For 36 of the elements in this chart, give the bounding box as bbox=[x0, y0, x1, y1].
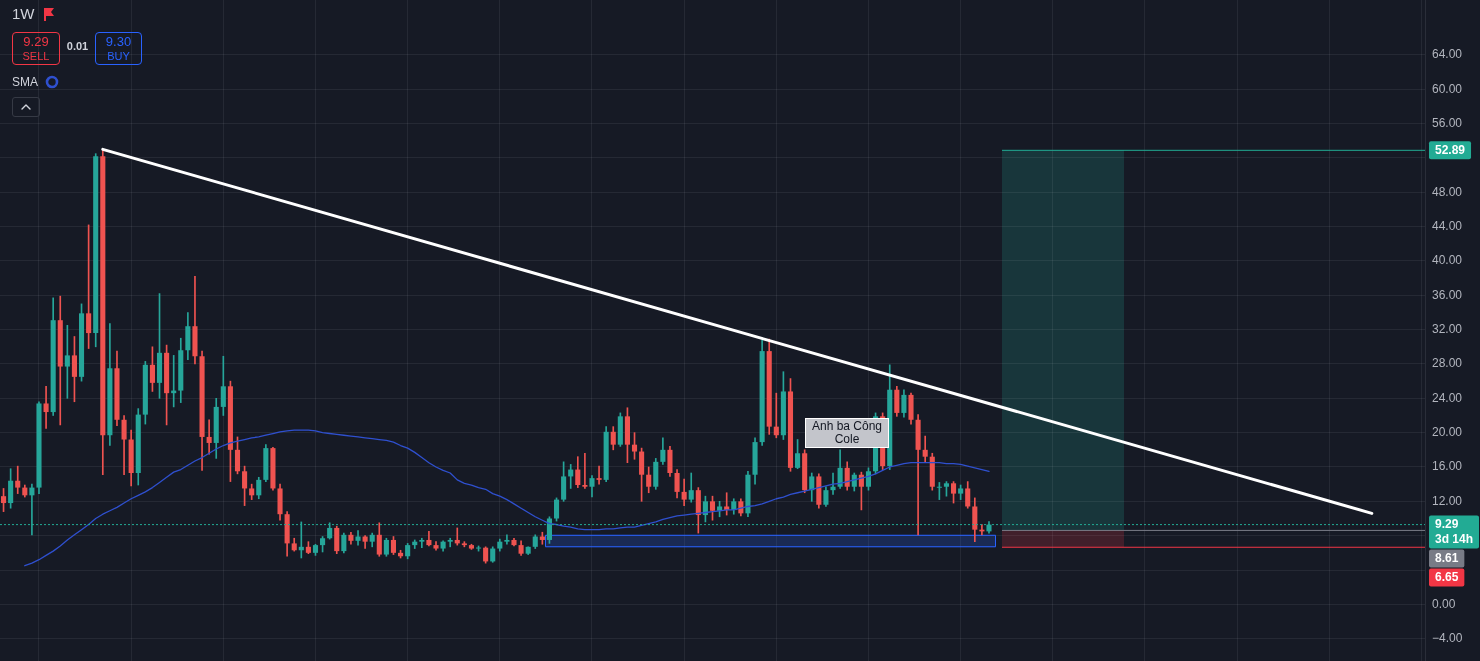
annotation: 0.01 bbox=[65, 40, 90, 52]
annotation: BUY bbox=[106, 49, 131, 63]
candlestick bbox=[596, 465, 602, 485]
candlestick bbox=[419, 537, 425, 549]
annotation: 9.30 bbox=[104, 34, 133, 49]
y-tick-label: 24.00 bbox=[1432, 390, 1463, 405]
legend-label: SMA bbox=[12, 75, 39, 89]
ref-line-label: 9.29 3d 14h bbox=[1435, 516, 1474, 546]
candlestick bbox=[773, 392, 779, 439]
candlestick bbox=[830, 472, 836, 495]
ref-line-label: 8.61 bbox=[1435, 550, 1459, 565]
ref-line-label: 6.65 bbox=[1435, 569, 1459, 584]
y-tick-label: 64.00 bbox=[1432, 47, 1463, 62]
candlestick bbox=[504, 534, 510, 545]
y-tick-label: 12.00 bbox=[1432, 493, 1463, 508]
candlestick bbox=[582, 452, 588, 489]
y-tick-label: 36.00 bbox=[1432, 287, 1463, 302]
candlestick bbox=[43, 385, 49, 429]
candlestick bbox=[447, 537, 453, 548]
y-tick-label: 60.00 bbox=[1432, 81, 1463, 96]
y-tick-label: 48.00 bbox=[1432, 184, 1463, 199]
y-tick-label: 28.00 bbox=[1432, 356, 1463, 371]
annotation: 9.29 bbox=[22, 34, 50, 49]
y-tick-label: 20.00 bbox=[1432, 424, 1463, 439]
annotation: SELL bbox=[21, 49, 51, 63]
y-tick-label: 0.00 bbox=[1432, 596, 1456, 611]
ref-line-label: 52.89 bbox=[1435, 142, 1466, 157]
y-tick-label: −4.00 bbox=[1432, 630, 1463, 645]
candlestick bbox=[206, 419, 212, 455]
y-tick-label: 16.00 bbox=[1432, 459, 1463, 474]
y-tick-label: 32.00 bbox=[1432, 321, 1463, 336]
y-tick-label: 40.00 bbox=[1432, 253, 1463, 268]
annotation: Anh ba Công Cole bbox=[805, 418, 889, 448]
chart-title: 1W bbox=[12, 5, 35, 23]
y-tick-label: 44.00 bbox=[1432, 218, 1463, 233]
y-tick-label: 56.00 bbox=[1432, 115, 1463, 130]
